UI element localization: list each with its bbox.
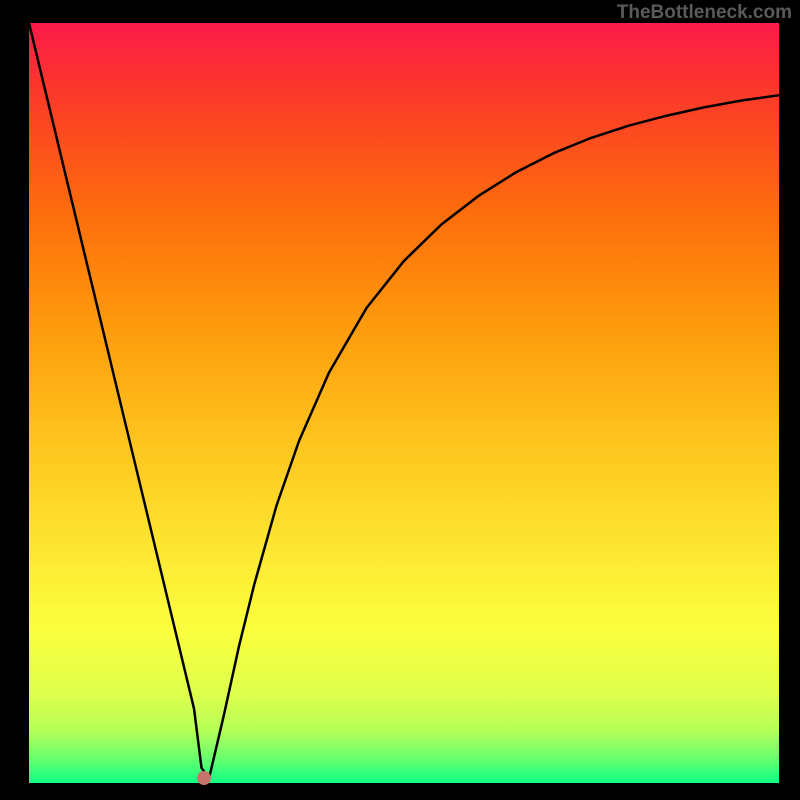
minimum-marker — [197, 771, 211, 785]
curve-svg — [29, 23, 779, 783]
bottleneck-curve — [29, 23, 779, 778]
plot-area — [29, 23, 779, 783]
chart-container: TheBottleneck.com — [0, 0, 800, 800]
watermark-text: TheBottleneck.com — [617, 2, 792, 24]
